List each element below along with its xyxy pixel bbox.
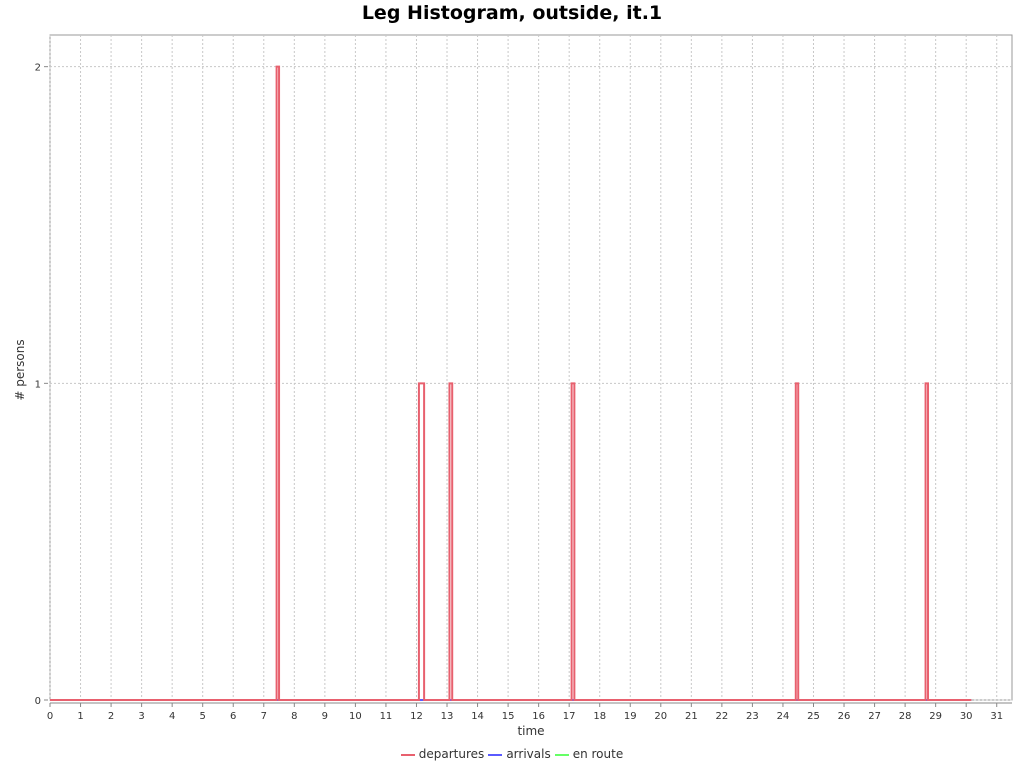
series-line-departures xyxy=(50,65,972,701)
x-tick-label: 5 xyxy=(200,711,206,722)
x-axis-label: time xyxy=(517,724,544,738)
plot-area xyxy=(49,34,1013,701)
x-tick-label: 0 xyxy=(47,711,53,722)
x-tick-label: 20 xyxy=(654,711,667,722)
x-tick-label: 4 xyxy=(169,711,175,722)
x-tick-label: 27 xyxy=(868,711,881,722)
x-tick-label: 3 xyxy=(138,711,144,722)
x-tick-label: 31 xyxy=(990,711,1003,722)
legend-item: arrivals xyxy=(488,747,551,761)
legend-item: en route xyxy=(554,747,624,761)
x-tick-label: 13 xyxy=(441,711,454,722)
x-tick-label: 7 xyxy=(261,711,267,722)
x-tick-label: 25 xyxy=(807,711,820,722)
x-tick-label: 19 xyxy=(624,711,637,722)
x-tick-label: 16 xyxy=(532,711,545,722)
x-tick-label: 1 xyxy=(77,711,83,722)
y-tick-label: 1 xyxy=(35,379,41,390)
chart-title: Leg Histogram, outside, it.1 xyxy=(361,2,663,24)
axes: 0 1 2 3 4 5 6 7 8 9 10 11 12 13 14 15 16 17 18 19 20 21 22 23 24… xyxy=(35,63,1012,722)
x-tick-label: 9 xyxy=(322,711,328,722)
x-tick-label: 11 xyxy=(380,711,393,722)
x-tick-label: 26 xyxy=(838,711,851,722)
legend-label: en route xyxy=(572,747,624,761)
x-tick-label: 30 xyxy=(960,711,973,722)
x-tick-label: 12 xyxy=(410,711,423,722)
legend-item: departures xyxy=(400,747,485,761)
x-tick-label: 10 xyxy=(349,711,362,722)
x-tick-label: 22 xyxy=(716,711,729,722)
series-lines xyxy=(50,65,972,701)
x-tick-label: 2 xyxy=(108,711,114,722)
y-axis-label: # persons xyxy=(13,339,27,400)
x-tick-label: 21 xyxy=(685,711,698,722)
x-tick-label: 28 xyxy=(899,711,912,722)
y-tick-label: 0 xyxy=(35,696,41,707)
x-tick-label: 18 xyxy=(593,711,606,722)
x-tick-label: 6 xyxy=(230,711,236,722)
y-tick-label: 2 xyxy=(35,63,41,74)
legend-swatch xyxy=(554,753,569,756)
x-tick-label: 17 xyxy=(563,711,576,722)
legend-swatch xyxy=(488,753,503,756)
x-tick-label: 24 xyxy=(777,711,790,722)
legend: departures arrivals en route xyxy=(0,747,1024,761)
x-tick-label: 8 xyxy=(291,711,297,722)
legend-label: arrivals xyxy=(506,747,551,761)
legend-label: departures xyxy=(418,747,485,761)
x-tick-label: 14 xyxy=(471,711,484,722)
x-tick-label: 29 xyxy=(929,711,942,722)
legend-swatch xyxy=(400,753,415,756)
x-tick-label: 23 xyxy=(746,711,759,722)
x-tick-label: 15 xyxy=(502,711,515,722)
